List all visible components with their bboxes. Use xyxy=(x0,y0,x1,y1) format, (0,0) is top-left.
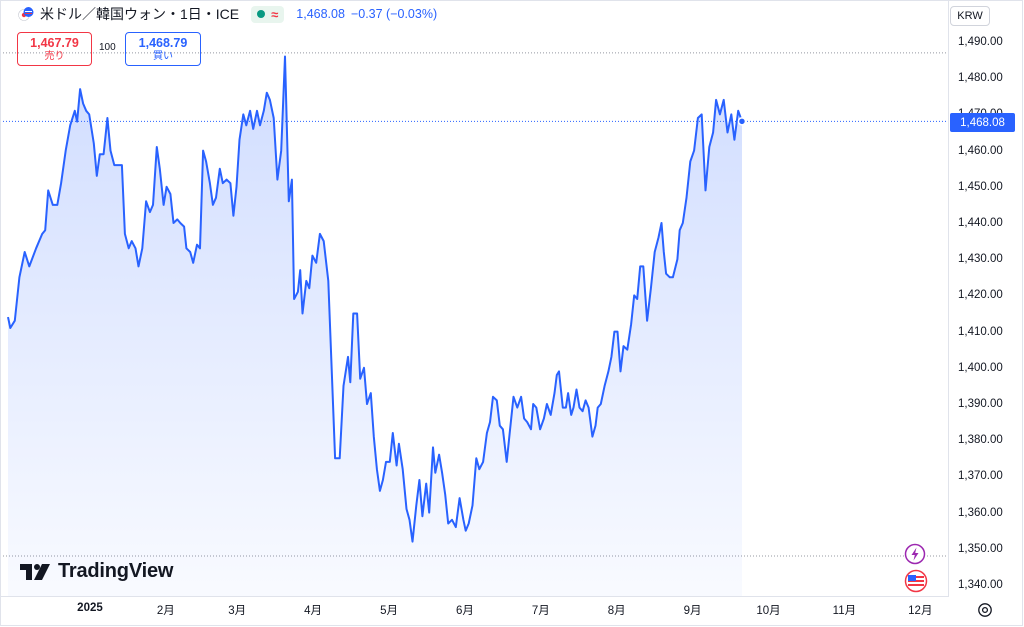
time-tick-label: 8月 xyxy=(607,605,626,617)
sell-price: 1,467.79 xyxy=(30,35,79,50)
time-tick-label: 9月 xyxy=(683,605,702,617)
last-price-dot xyxy=(737,117,747,126)
price-tick-label: 1,360.00 xyxy=(958,506,1003,519)
lightning-event-icon[interactable] xyxy=(904,543,926,565)
tradingview-logo-icon xyxy=(20,563,50,580)
chart-header: 米ドル／韓国ウォン・1日・ICE ≈ 1,468.08 −0.37 (−0.03%… xyxy=(0,0,948,28)
time-tick-label: 12月 xyxy=(908,605,933,617)
price-tick-label: 1,430.00 xyxy=(958,253,1003,266)
price-tick-label: 1,420.00 xyxy=(958,289,1003,302)
price-tick-label: 1,490.00 xyxy=(958,36,1003,48)
price-tick-label: 1,480.00 xyxy=(958,72,1003,85)
price-tick-label: 1,450.00 xyxy=(958,180,1003,193)
time-axis-border xyxy=(0,596,948,597)
price-tick-label: 1,390.00 xyxy=(958,398,1003,410)
price-tick-label: 1,400.00 xyxy=(958,361,1003,374)
time-tick-label: 7月 xyxy=(531,605,550,617)
time-tick-label: 2月 xyxy=(156,605,175,617)
sell-label: 売り xyxy=(44,50,65,62)
us-flag-event-icon[interactable] xyxy=(903,569,929,593)
currency-selector[interactable]: KRW xyxy=(950,6,990,26)
price-tick-label: 1,460.00 xyxy=(958,144,1003,157)
market-status-pill[interactable]: ≈ xyxy=(251,5,285,23)
price-tick-label: 1,410.00 xyxy=(958,325,1003,338)
time-tick-label: 2025 xyxy=(77,602,103,614)
price-axis-border xyxy=(948,0,949,597)
buy-label: 買い xyxy=(153,50,173,62)
symbol-title[interactable]: 米ドル／韓国ウォン・1日・ICE xyxy=(40,6,240,22)
buy-button[interactable]: 1,468.79 買い xyxy=(125,32,201,66)
price-tick-label: 1,440.00 xyxy=(958,217,1003,229)
buy-price: 1,468.79 xyxy=(138,35,188,50)
price-tick-label: 1,380.00 xyxy=(958,434,1003,447)
logo-text: TradingView xyxy=(58,560,174,582)
price-change: −0.37 (−0.03%) xyxy=(350,7,438,21)
price-area-fill xyxy=(8,56,742,597)
settings-gear-icon[interactable] xyxy=(976,601,994,619)
sell-button[interactable]: 1,467.79 売り xyxy=(17,32,92,66)
spread-value: 100 xyxy=(99,42,116,53)
us-kr-flag-icon xyxy=(18,7,34,21)
time-tick-label: 3月 xyxy=(228,605,247,617)
price-tick-label: 1,350.00 xyxy=(958,542,1003,555)
quote-line: 1,468.08 −0.37 (−0.03%) xyxy=(296,7,437,21)
price-tick-label: 1,340.00 xyxy=(958,579,1003,591)
time-tick-label: 11月 xyxy=(832,605,857,617)
price-tick-label: 1,370.00 xyxy=(958,470,1003,483)
time-tick-label: 6月 xyxy=(455,605,474,617)
delayed-data-icon: ≈ xyxy=(271,6,279,22)
last-price-tag: 1,468.08 xyxy=(950,113,1015,132)
time-tick-label: 5月 xyxy=(380,605,398,617)
time-tick-label: 4月 xyxy=(304,605,323,617)
price-line xyxy=(7,55,743,543)
last-price: 1,468.08 xyxy=(296,7,345,21)
market-open-dot-icon xyxy=(257,10,266,18)
time-tick-label: 10月 xyxy=(756,605,781,617)
tradingview-logo[interactable]: TradingView xyxy=(20,560,173,583)
